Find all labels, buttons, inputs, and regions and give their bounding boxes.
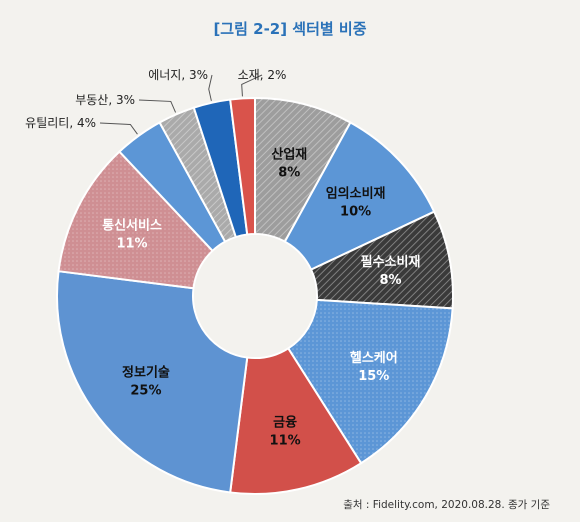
label-9: 에너지, 3% bbox=[148, 68, 208, 82]
slice-2-texture bbox=[311, 211, 453, 309]
label-value-1: 10% bbox=[340, 205, 371, 220]
label-8: 부동산, 3% bbox=[75, 93, 135, 107]
label-value-3: 15% bbox=[358, 369, 389, 384]
chart-source: 출처 : Fidelity.com, 2020.08.28. 종가 기준 bbox=[343, 499, 550, 511]
label-value-6: 11% bbox=[116, 236, 147, 251]
slice-10 bbox=[229, 96, 256, 236]
slice-6-texture bbox=[58, 151, 213, 289]
slice-1 bbox=[283, 121, 436, 271]
slice-5 bbox=[56, 270, 249, 494]
label-name-6: 통신서비스 bbox=[102, 218, 162, 233]
slice-0-texture bbox=[255, 98, 351, 242]
label-name-0: 산업재 bbox=[271, 146, 307, 162]
leader-8 bbox=[138, 99, 177, 113]
slice-4 bbox=[229, 346, 363, 495]
slice-3-texture bbox=[288, 299, 453, 464]
label-value-5: 25% bbox=[130, 384, 161, 399]
label-name-1: 임의소비재 bbox=[326, 186, 386, 202]
slice-8-texture bbox=[159, 107, 236, 242]
leader-7 bbox=[99, 122, 138, 135]
label-name-3: 헬스케어 bbox=[350, 350, 398, 366]
donut-hole bbox=[194, 235, 316, 357]
label-name-2: 필수소비재 bbox=[361, 255, 421, 270]
leader-10 bbox=[241, 74, 263, 97]
chart-title: [그림 2-2] 섹터별 비중 bbox=[213, 20, 367, 38]
label-7: 유틸리티, 4% bbox=[25, 116, 96, 130]
label-value-2: 8% bbox=[380, 273, 402, 288]
label-name-5: 정보기술 bbox=[122, 365, 170, 381]
label-value-0: 8% bbox=[278, 165, 300, 180]
label-value-4: 11% bbox=[270, 434, 301, 449]
label-10: 소재, 2% bbox=[238, 68, 287, 82]
label-name-4: 금융 bbox=[273, 415, 297, 431]
leader-9 bbox=[208, 74, 213, 101]
